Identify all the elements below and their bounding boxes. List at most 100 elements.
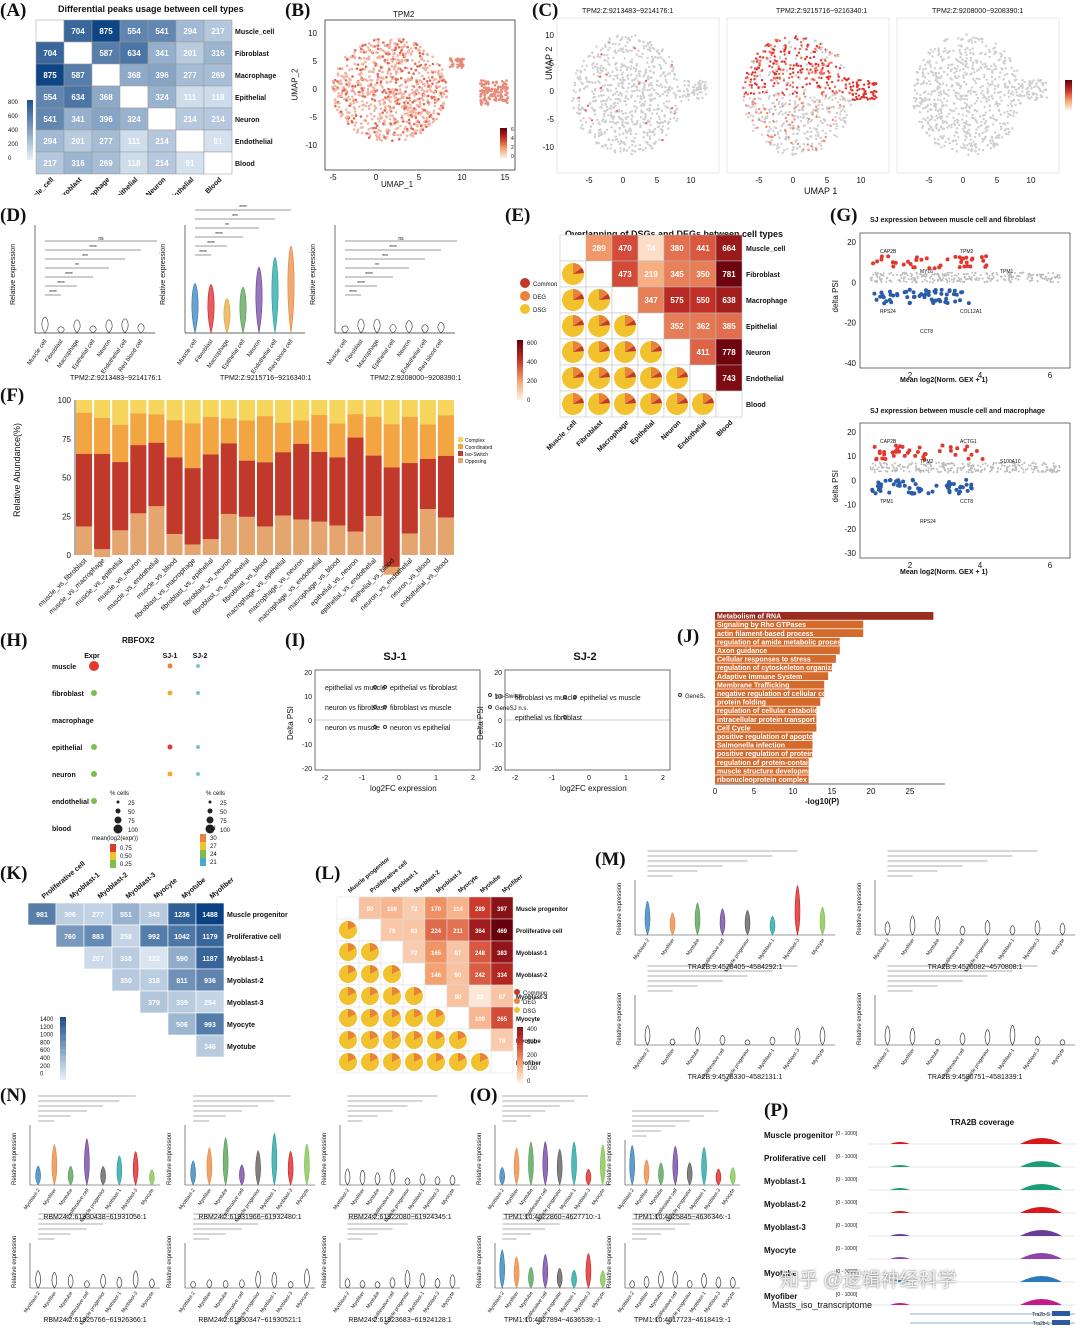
cell-point [483,90,486,94]
row-label: muscle [52,664,76,671]
cell-point [960,44,963,47]
cell-point [851,89,854,92]
cell-point [417,71,421,75]
red-point [961,256,966,261]
cell-point [965,136,968,139]
cell-point [929,48,932,51]
cell-point [974,90,977,94]
cell-point [916,71,920,74]
cell-point [383,50,387,53]
cell-point [369,126,373,130]
cell-point [399,61,403,65]
cell-point [933,102,937,105]
matrix-cell [689,260,717,288]
scale-step [517,350,523,353]
cell-point [803,132,806,135]
gray-point [869,277,872,280]
row-label: fibroblast [52,691,85,698]
cell-point [626,73,630,77]
sig-label: ** [375,263,379,269]
cell-point [634,70,638,73]
group-label: Muscle cell [177,339,199,367]
cell-point [357,72,361,76]
cell-point [394,133,397,136]
y-label: Delta PSI [476,706,485,740]
cell-point [608,46,612,49]
heatmap-cell [91,63,121,87]
cell-point [412,43,416,47]
gray-point [885,466,888,469]
cell-point [921,107,925,110]
cell-point [616,77,619,80]
cell-point [444,80,447,84]
x-tick: 0 [961,176,966,185]
gray-point [885,277,888,280]
cell-point [805,48,808,51]
cell-point [406,77,410,80]
scale-step [27,104,33,107]
blue-point [926,292,931,297]
cell-point [770,46,773,50]
cell-point [382,102,385,106]
cell-point [366,122,370,125]
cell-point [618,142,622,146]
cell-point [820,76,823,80]
cell-point [648,135,652,138]
cell-point [791,127,795,130]
gray-point [1017,275,1020,278]
gray-point [912,279,915,282]
x-tick: 2 [471,775,475,782]
cell-point [767,129,771,132]
cell-point [421,88,424,92]
cell-point [363,67,367,71]
cell-point [1040,95,1043,99]
gene-label: TPM2 [920,459,934,465]
cell-point [650,43,653,47]
scale-step [500,143,507,145]
scale-step [517,388,523,390]
cell-point [662,102,665,105]
gray-point [1009,271,1012,274]
matrix-cell [715,338,743,366]
panel-i: (I) SJ-1 20 10 0 -10 -20 -2 -1 0 1 2 log2FC express… [285,630,705,820]
cell-point [932,74,935,77]
cell-point [598,67,602,70]
gray-point [910,275,913,278]
cell-point [768,50,771,53]
cell-point [809,96,812,99]
cell-point [412,72,415,75]
legend-swatch [458,437,463,442]
cell-point [928,63,932,66]
cell-point [937,54,940,57]
red-point [940,443,945,448]
cell-point [995,142,998,145]
cell-point [659,127,663,131]
cell-point [967,132,970,135]
blue-point [917,489,922,494]
cell-point [1007,112,1010,116]
blue-point [944,483,949,488]
cell-point [643,88,646,91]
cell-point [418,102,422,106]
scale-step [27,146,33,149]
cell-point [1008,57,1011,60]
cell-point [956,65,959,68]
cell-point [954,75,957,78]
gray-point [992,463,995,466]
cell-point [994,119,998,122]
cell-point [777,100,781,104]
cell-point [417,91,421,95]
x-tick: 0 [587,775,591,782]
cell-point [830,52,833,55]
cell-point [857,94,861,97]
cell-point [386,61,390,65]
cell-point [388,93,391,96]
gray-point [1058,276,1061,279]
cell-point [928,134,931,137]
cell-point [960,146,963,149]
cell-point [651,57,655,61]
y-tick: -10 [542,143,554,152]
cell-point [704,80,707,84]
cell-point [600,100,603,103]
cell-point [952,109,956,113]
